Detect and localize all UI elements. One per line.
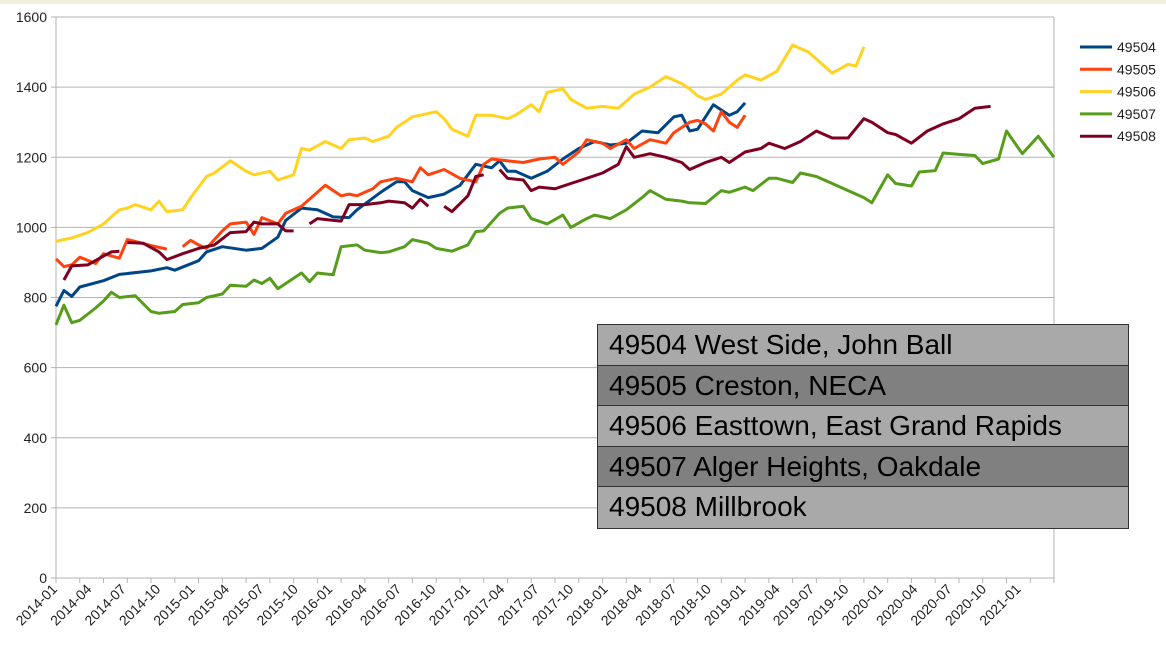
series-line-49508: [308, 197, 430, 226]
y-tick-label: 200: [24, 500, 48, 516]
window-top-strip: [0, 0, 1166, 4]
zip-row-49506: 49506 Easttown, East Grand Rapids: [598, 406, 1128, 447]
zip-row-49505: 49505 Creston, NECA: [598, 365, 1128, 407]
legend-label-49505: 49505: [1117, 61, 1156, 77]
x-axis-tick-labels: 2014-012014-042014-072014-102015-012015-…: [12, 581, 1023, 629]
y-tick-label: 800: [24, 290, 48, 306]
series-lines: [54, 43, 1056, 326]
y-tick-label: 600: [24, 360, 48, 376]
y-tick-label: 1400: [16, 79, 47, 95]
y-tick-label: 1000: [16, 219, 47, 235]
series-line-49508: [62, 249, 120, 281]
legend-label-49506: 49506: [1117, 84, 1156, 100]
series-line-49508: [498, 104, 991, 193]
zip-row-49508: 49508 Millbrook: [598, 487, 1128, 528]
series-line-49507: [54, 129, 1056, 326]
y-tick-label: 1200: [16, 149, 47, 165]
legend-label-49504: 49504: [1117, 39, 1156, 55]
legend-label-49507: 49507: [1117, 106, 1156, 122]
series-line-49505: [181, 110, 747, 250]
y-axis-tick-labels: 0 200 400 600 800 1000 1200 1400 1600: [16, 9, 47, 586]
legend-label-49508: 49508: [1117, 128, 1156, 144]
series-line-49508: [443, 173, 485, 214]
zip-code-table: 49504 West Side, John Ball 49505 Creston…: [597, 324, 1129, 529]
y-tick-label: 400: [24, 430, 48, 446]
y-tick-label: 0: [39, 570, 47, 586]
series-line-49504: [54, 101, 747, 307]
zip-row-49507: 49507 Alger Heights, Oakdale: [598, 446, 1128, 488]
series-line-49508: [127, 220, 294, 262]
chart-legend: 49504 49505 49506 49507 49508: [1080, 39, 1156, 144]
zip-row-49504: 49504 West Side, John Ball: [598, 325, 1128, 366]
series-line-49506: [55, 43, 866, 243]
y-tick-label: 1600: [16, 9, 47, 25]
